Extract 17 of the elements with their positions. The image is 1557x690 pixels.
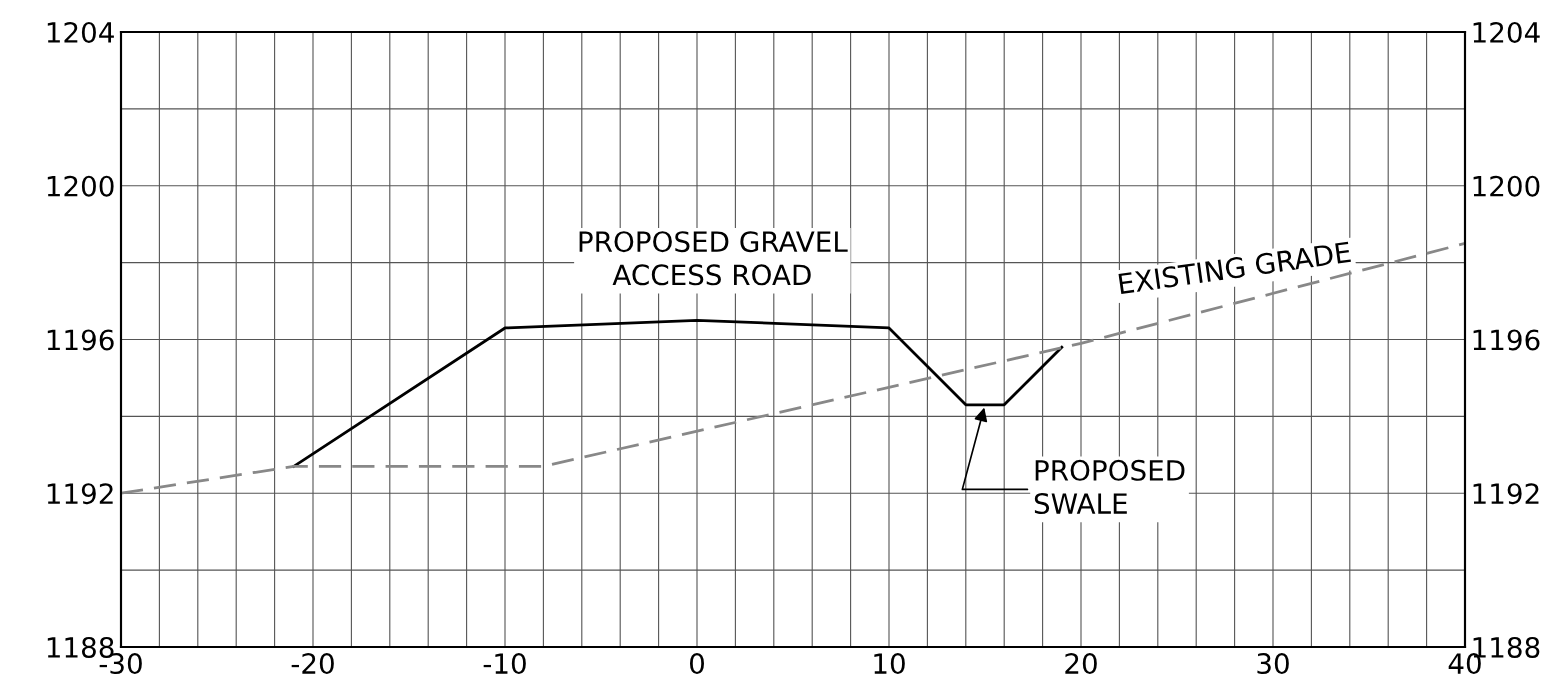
x-tick-label: 30 <box>1257 653 1289 675</box>
annotation: PROPOSED GRAVEL ACCESS ROAD <box>579 231 848 286</box>
annotation: PROPOSED SWALE <box>1034 459 1185 515</box>
x-tick-label: -20 <box>291 653 334 675</box>
y2-tick-label: 1200 <box>1473 175 1540 197</box>
x-tick-label: -10 <box>483 653 526 675</box>
y2-tick-label: 1204 <box>1473 21 1540 43</box>
annotation: EXISTING GRADE <box>1118 241 1351 295</box>
y-tick-label: 1204 <box>47 21 114 43</box>
y-tick-label: 1192 <box>47 483 113 505</box>
x-tick-label: 20 <box>1065 653 1097 675</box>
y-tick-label: 1196 <box>47 329 114 351</box>
y2-tick-label: 1192 <box>1473 483 1539 505</box>
y-tick-label: 1200 <box>47 175 114 197</box>
x-tick-label: 0 <box>689 653 704 675</box>
x-tick-label: 10 <box>874 653 905 675</box>
y2-tick-label: 1196 <box>1473 329 1540 351</box>
